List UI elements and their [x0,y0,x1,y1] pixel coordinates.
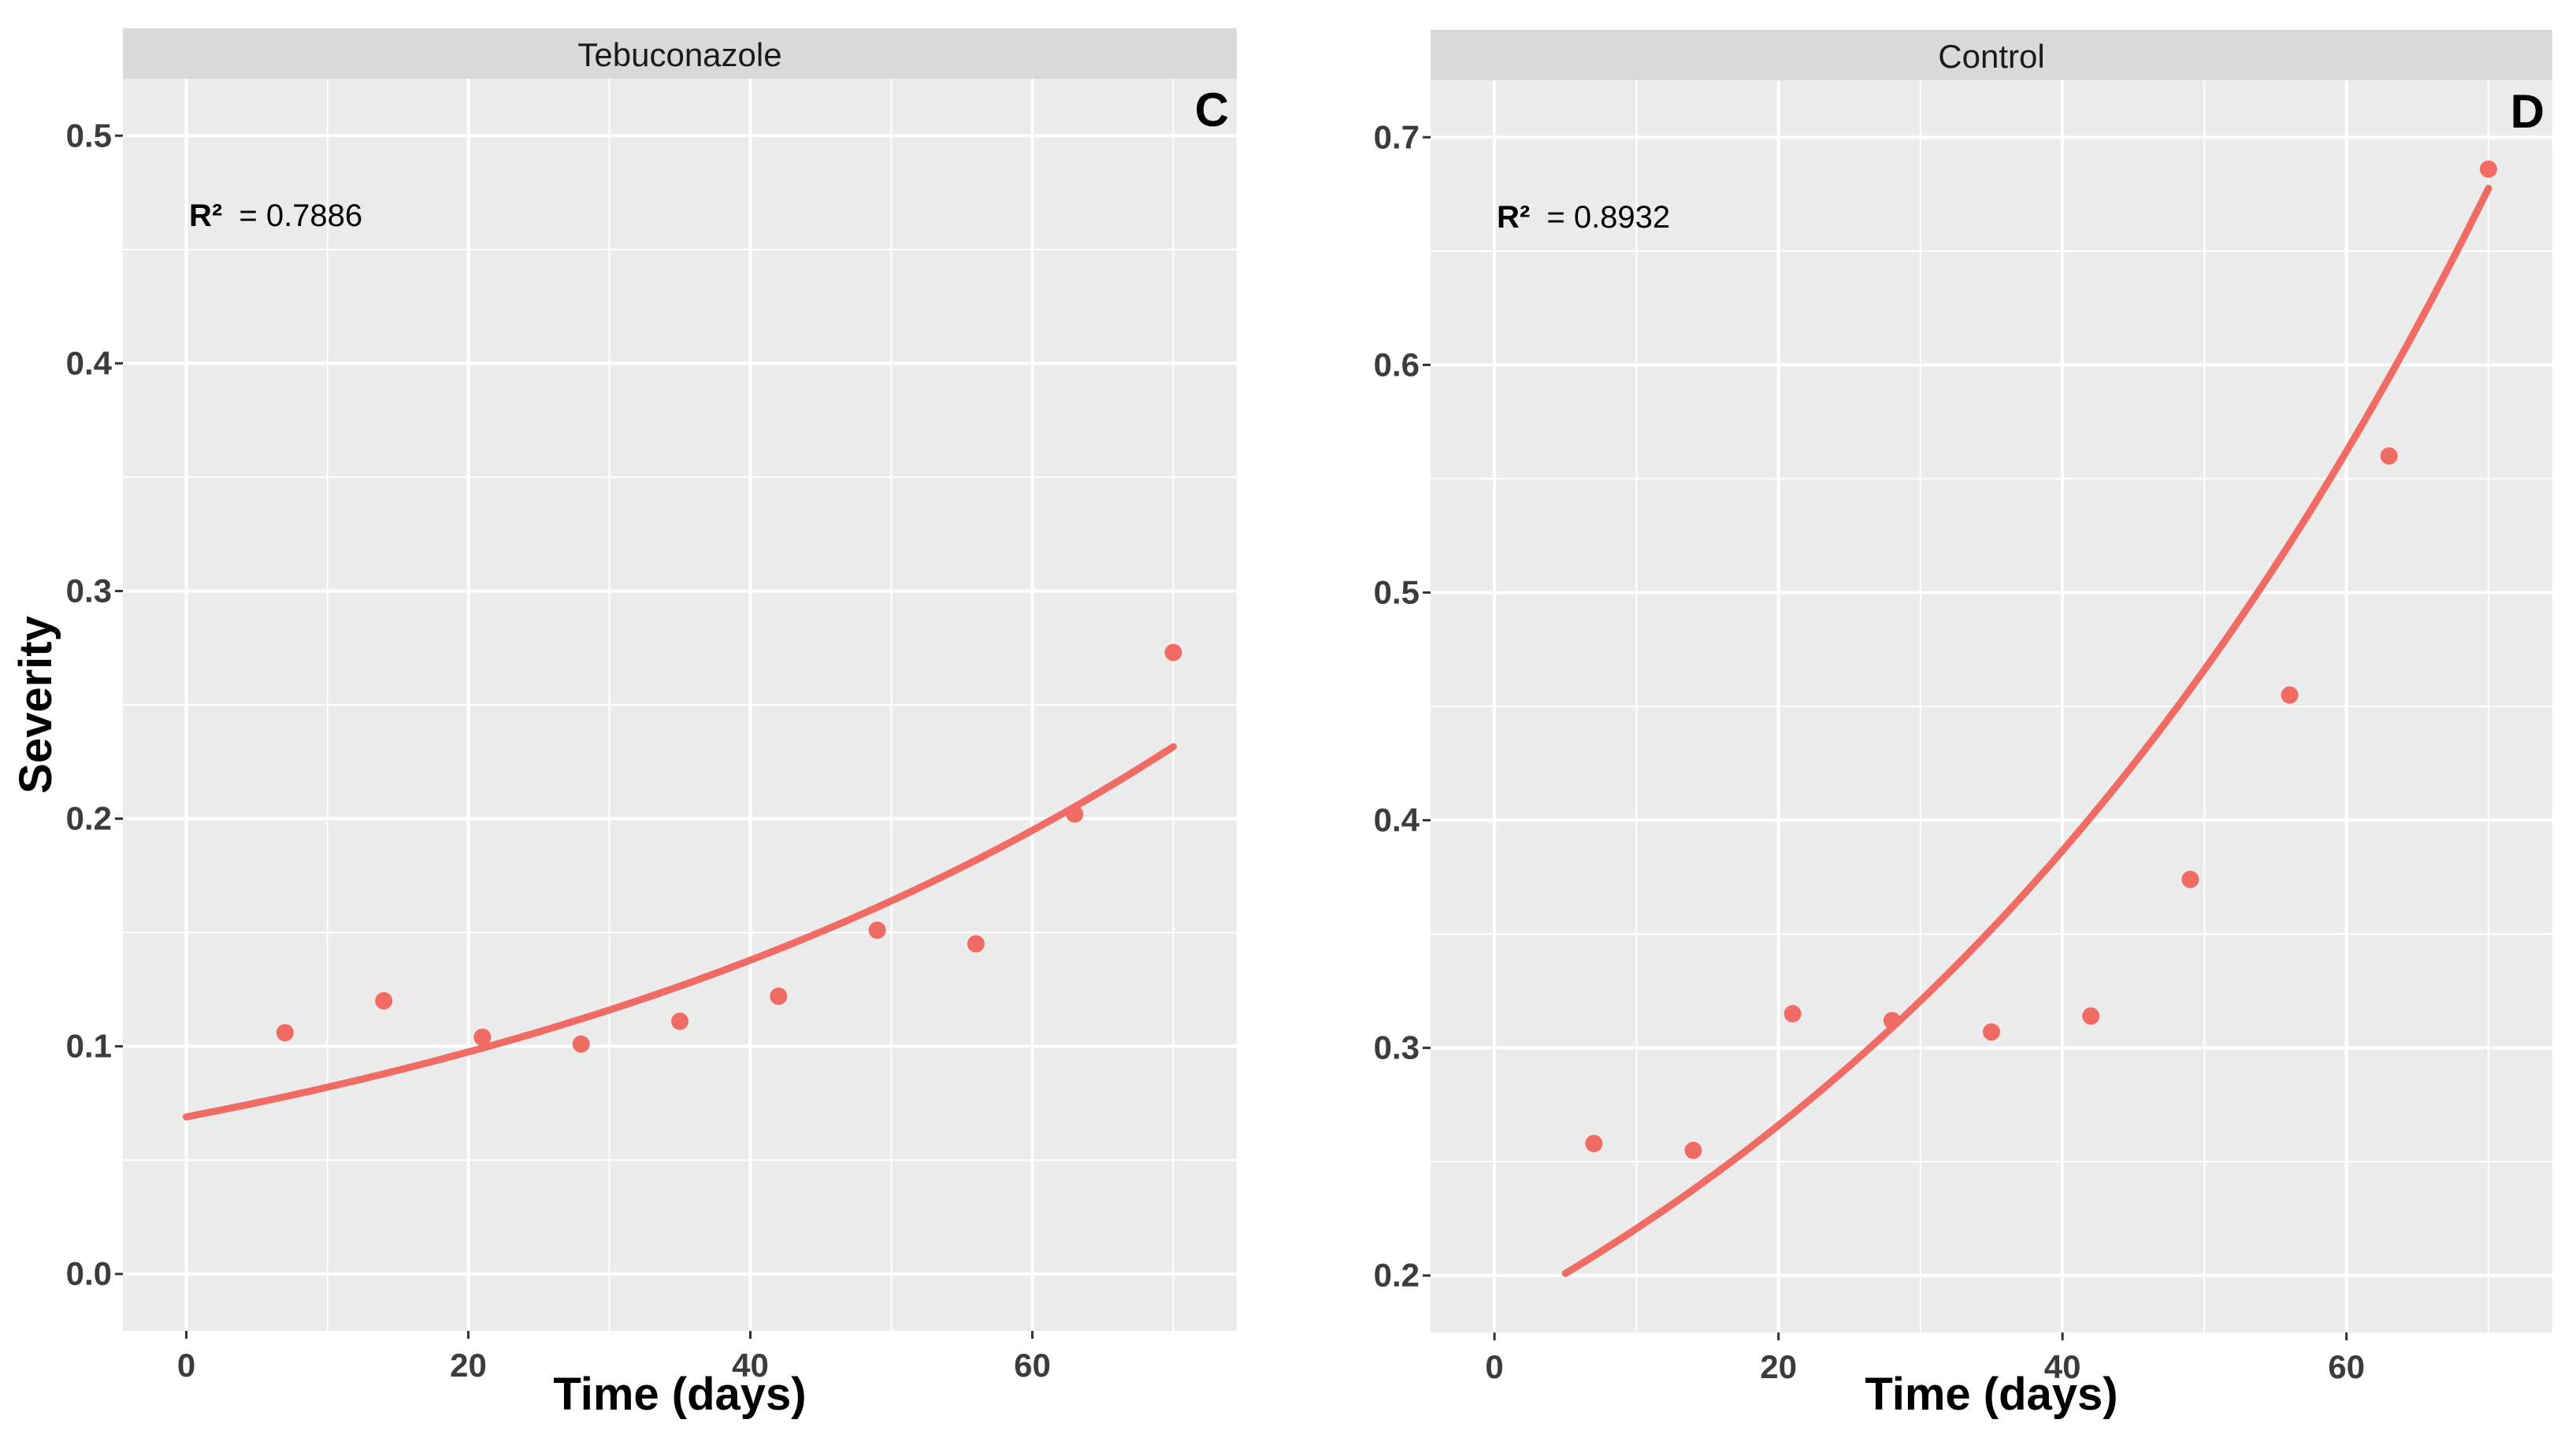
data-point [1784,1005,1802,1023]
y-tick-label: 0.7 [1374,118,1420,155]
y-tick-label: 0.6 [1374,346,1420,383]
r-squared-label: R² [1497,200,1530,235]
strip-background [123,28,1237,79]
x-axis-title: Time (days) [1865,1369,2118,1420]
data-point [770,988,788,1006]
strip-title: Tebuconazole [577,36,781,73]
x-tick-label: 40 [732,1347,769,1384]
data-point [276,1024,294,1042]
y-axis-title: Severity [10,616,61,794]
panel-control: Control D R² = 0.8932 0.2 0.3 0.4 0.5 0.6 0.7… [1374,30,2552,1420]
panel-tebuconazole: Tebuconazole C R² = 0.7886 0.00.10.20.30… [10,28,1237,1420]
gridlines [1431,80,2552,1332]
data-point [671,1012,689,1030]
r-squared-annotation: R² = 0.7886 [189,198,362,233]
x-tick-label: 60 [2328,1348,2365,1385]
data-point [2181,870,2199,888]
data-point [1066,805,1084,823]
r-squared-annotation: R² = 0.8932 [1497,200,1670,235]
fit-curve-group [183,743,1177,1121]
data-point [2082,1007,2100,1025]
r-squared-value: = 0.7886 [239,198,362,233]
x-tick-label: 20 [450,1347,487,1384]
fit-curve [183,743,1177,1121]
x-axis-title: Time (days) [553,1369,806,1420]
y-tick-label: 0.2 [66,800,112,837]
x-tick-label: 40 [2044,1348,2081,1385]
data-point [1684,1141,1702,1159]
y-axis-ticks: 0.2 0.3 0.4 0.5 0.6 0.7 [1374,118,1431,1294]
r-squared-label: R² [189,198,222,233]
data-point [2281,686,2299,704]
data-point [572,1035,590,1053]
data-point [1164,643,1182,662]
data-point [1585,1135,1603,1153]
x-axis-ticks: 0 20 40 60 [177,1331,1051,1384]
y-tick-label: 0.4 [66,344,113,381]
strip-background [1431,30,2552,80]
panel-letter: C [1195,83,1229,136]
y-tick-label: 0.5 [66,117,112,154]
y-tick-label: 0.2 [1374,1257,1420,1294]
x-tick-label: 60 [1014,1347,1051,1384]
data-points [1585,160,2497,1159]
data-point [2380,447,2398,465]
strip-title: Control [1938,38,2044,75]
x-tick-label: 20 [1760,1348,1797,1385]
data-point [1983,1023,2000,1041]
data-point [473,1028,492,1047]
data-point [2479,160,2497,178]
data-point [967,935,985,953]
fit-curve [1561,184,2492,1277]
panel-letter: D [2511,85,2544,138]
y-tick-label: 0.0 [66,1255,112,1292]
x-tick-label: 0 [1485,1348,1503,1385]
y-tick-label: 0.3 [66,572,112,609]
data-point [868,921,886,940]
x-tick-label: 0 [177,1347,195,1384]
fit-curve-group [1561,184,2492,1277]
y-tick-label: 0.1 [66,1028,112,1065]
y-tick-label: 0.4 [1374,802,1420,839]
data-point [375,991,393,1010]
y-tick-label: 0.5 [1374,573,1420,610]
x-axis-ticks: 0 20 40 60 [1485,1332,2365,1385]
gridlines [123,79,1237,1331]
data-points [276,643,1182,1053]
y-tick-label: 0.3 [1374,1029,1420,1066]
y-axis-ticks: 0.0 0.1 0.2 0.3 0.4 0.5 [66,117,123,1292]
r-squared-value: = 0.8932 [1546,200,1670,235]
data-point [1883,1011,1901,1029]
